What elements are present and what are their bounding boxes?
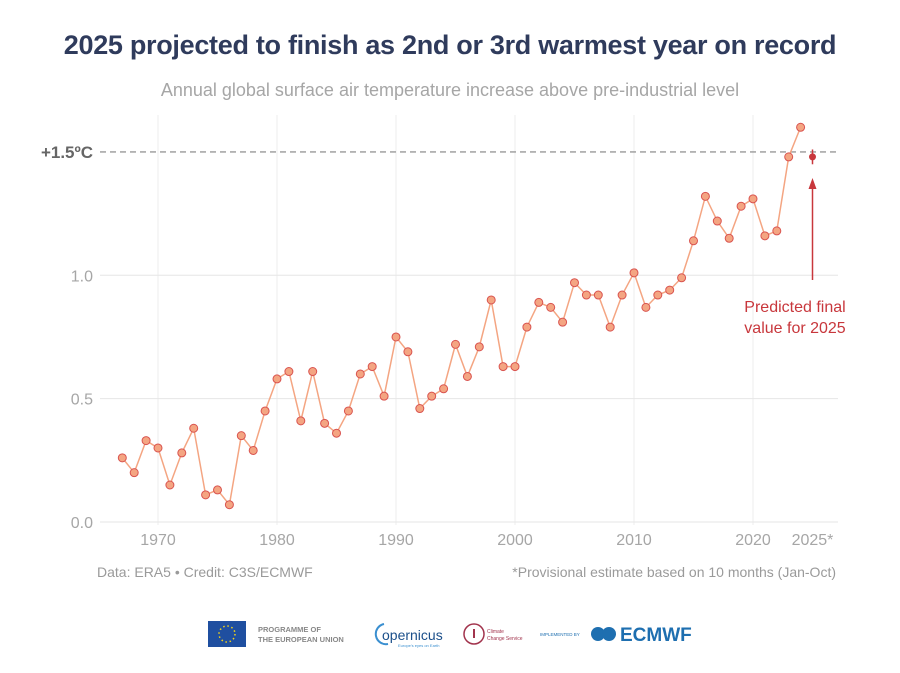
x-tick-label: 2010 xyxy=(616,532,652,549)
series-line xyxy=(121,127,802,507)
x-tick-label: 2020 xyxy=(735,532,771,549)
data-point xyxy=(653,290,663,300)
data-point xyxy=(224,500,234,510)
data-point xyxy=(427,391,437,401)
data-point xyxy=(581,290,591,300)
data-point xyxy=(522,322,532,332)
data-point xyxy=(308,367,318,377)
y-tick-label: 1.0 xyxy=(71,268,93,285)
arrow-head-icon xyxy=(808,178,817,189)
chart-subtitle: Annual global surface air temperature in… xyxy=(160,80,740,100)
data-point xyxy=(677,273,687,283)
data-point xyxy=(379,391,389,401)
prediction-point xyxy=(809,153,816,161)
data-point xyxy=(689,236,698,246)
x-tick-label: 1970 xyxy=(140,532,176,549)
data-point xyxy=(248,445,258,455)
y-tick-label: 0.5 xyxy=(71,392,93,409)
data-point xyxy=(260,406,270,416)
plot-area: 1970 1980 1990 2000 2010 2020 2025* 0.0 0.5 1.0 +1… xyxy=(41,115,846,549)
prediction-label: Predicted final xyxy=(744,299,845,316)
data-point xyxy=(748,194,758,204)
data-point xyxy=(593,290,603,300)
data-point xyxy=(760,231,770,241)
data-point xyxy=(272,374,282,384)
data-point xyxy=(546,302,556,312)
data-point xyxy=(343,406,353,416)
data-point xyxy=(332,428,341,438)
implemented-by-text: IMPLEMENTED BY xyxy=(540,632,580,637)
c3s-logo: Climate Change Service xyxy=(463,623,523,645)
svg-text:ECMWF: ECMWF xyxy=(620,625,692,646)
svg-text:Change Service: Change Service xyxy=(487,636,523,642)
data-point xyxy=(665,285,675,295)
data-point xyxy=(617,290,627,300)
data-point xyxy=(605,322,615,332)
data-point xyxy=(403,347,413,357)
data-point xyxy=(451,339,460,349)
y-tick-label: 0.0 xyxy=(71,515,93,532)
data-point xyxy=(141,436,151,446)
data-point xyxy=(355,369,365,379)
data-point xyxy=(796,122,806,132)
data-point xyxy=(510,362,520,372)
x-tick-label: 2025* xyxy=(792,532,834,549)
x-tick-label: 1980 xyxy=(259,532,295,549)
data-point xyxy=(177,448,187,458)
eu-logo-text-2: THE EUROPEAN UNION xyxy=(258,635,344,644)
data-point xyxy=(700,191,710,201)
data-point xyxy=(201,490,211,500)
source-credit: Data: ERA5 • Credit: C3S/ECMWF xyxy=(97,564,313,580)
x-tick-label: 1990 xyxy=(378,532,414,549)
copernicus-logo: opernicus Europe's eyes on Earth xyxy=(374,623,443,648)
data-point xyxy=(641,302,651,312)
data-point xyxy=(784,152,794,162)
svg-text:opernicus: opernicus xyxy=(382,627,443,643)
data-point xyxy=(629,268,639,278)
data-point xyxy=(534,297,544,307)
svg-text:Climate: Climate xyxy=(487,629,504,635)
chart-title: 2025 projected to finish as 2nd or 3rd w… xyxy=(63,30,837,60)
data-point xyxy=(558,317,568,327)
data-point xyxy=(570,278,579,288)
data-point xyxy=(498,362,508,372)
y-tick-label: +1.5ºC xyxy=(41,143,93,162)
data-point xyxy=(296,416,306,426)
prediction-label-2: value for 2025 xyxy=(744,320,846,337)
data-point xyxy=(236,431,246,441)
footnote: *Provisional estimate based on 10 months… xyxy=(512,564,836,580)
data-point xyxy=(367,362,377,372)
data-point xyxy=(724,233,734,243)
data-point xyxy=(486,295,496,305)
svg-text:Europe's eyes on Earth: Europe's eyes on Earth xyxy=(398,643,439,648)
data-point xyxy=(391,332,401,342)
data-point xyxy=(129,468,139,478)
logo-bar: PROGRAMME OF THE EUROPEAN UNION opernicu… xyxy=(208,621,692,648)
data-point xyxy=(165,480,175,490)
eu-flag-logo xyxy=(208,621,246,647)
data-point xyxy=(189,423,199,433)
data-point xyxy=(736,201,746,211)
ecmwf-logo: ECMWF xyxy=(591,625,692,646)
eu-logo-text: PROGRAMME OF xyxy=(258,625,321,634)
data-point xyxy=(712,216,722,226)
data-point xyxy=(474,342,484,352)
data-point xyxy=(117,453,127,463)
data-point xyxy=(153,443,163,453)
data-point xyxy=(213,485,222,495)
data-point xyxy=(415,404,425,414)
data-point xyxy=(462,371,472,381)
data-point xyxy=(772,226,782,236)
x-tick-label: 2000 xyxy=(497,532,533,549)
data-point xyxy=(284,367,294,377)
data-point xyxy=(320,418,330,428)
data-point xyxy=(439,384,449,394)
